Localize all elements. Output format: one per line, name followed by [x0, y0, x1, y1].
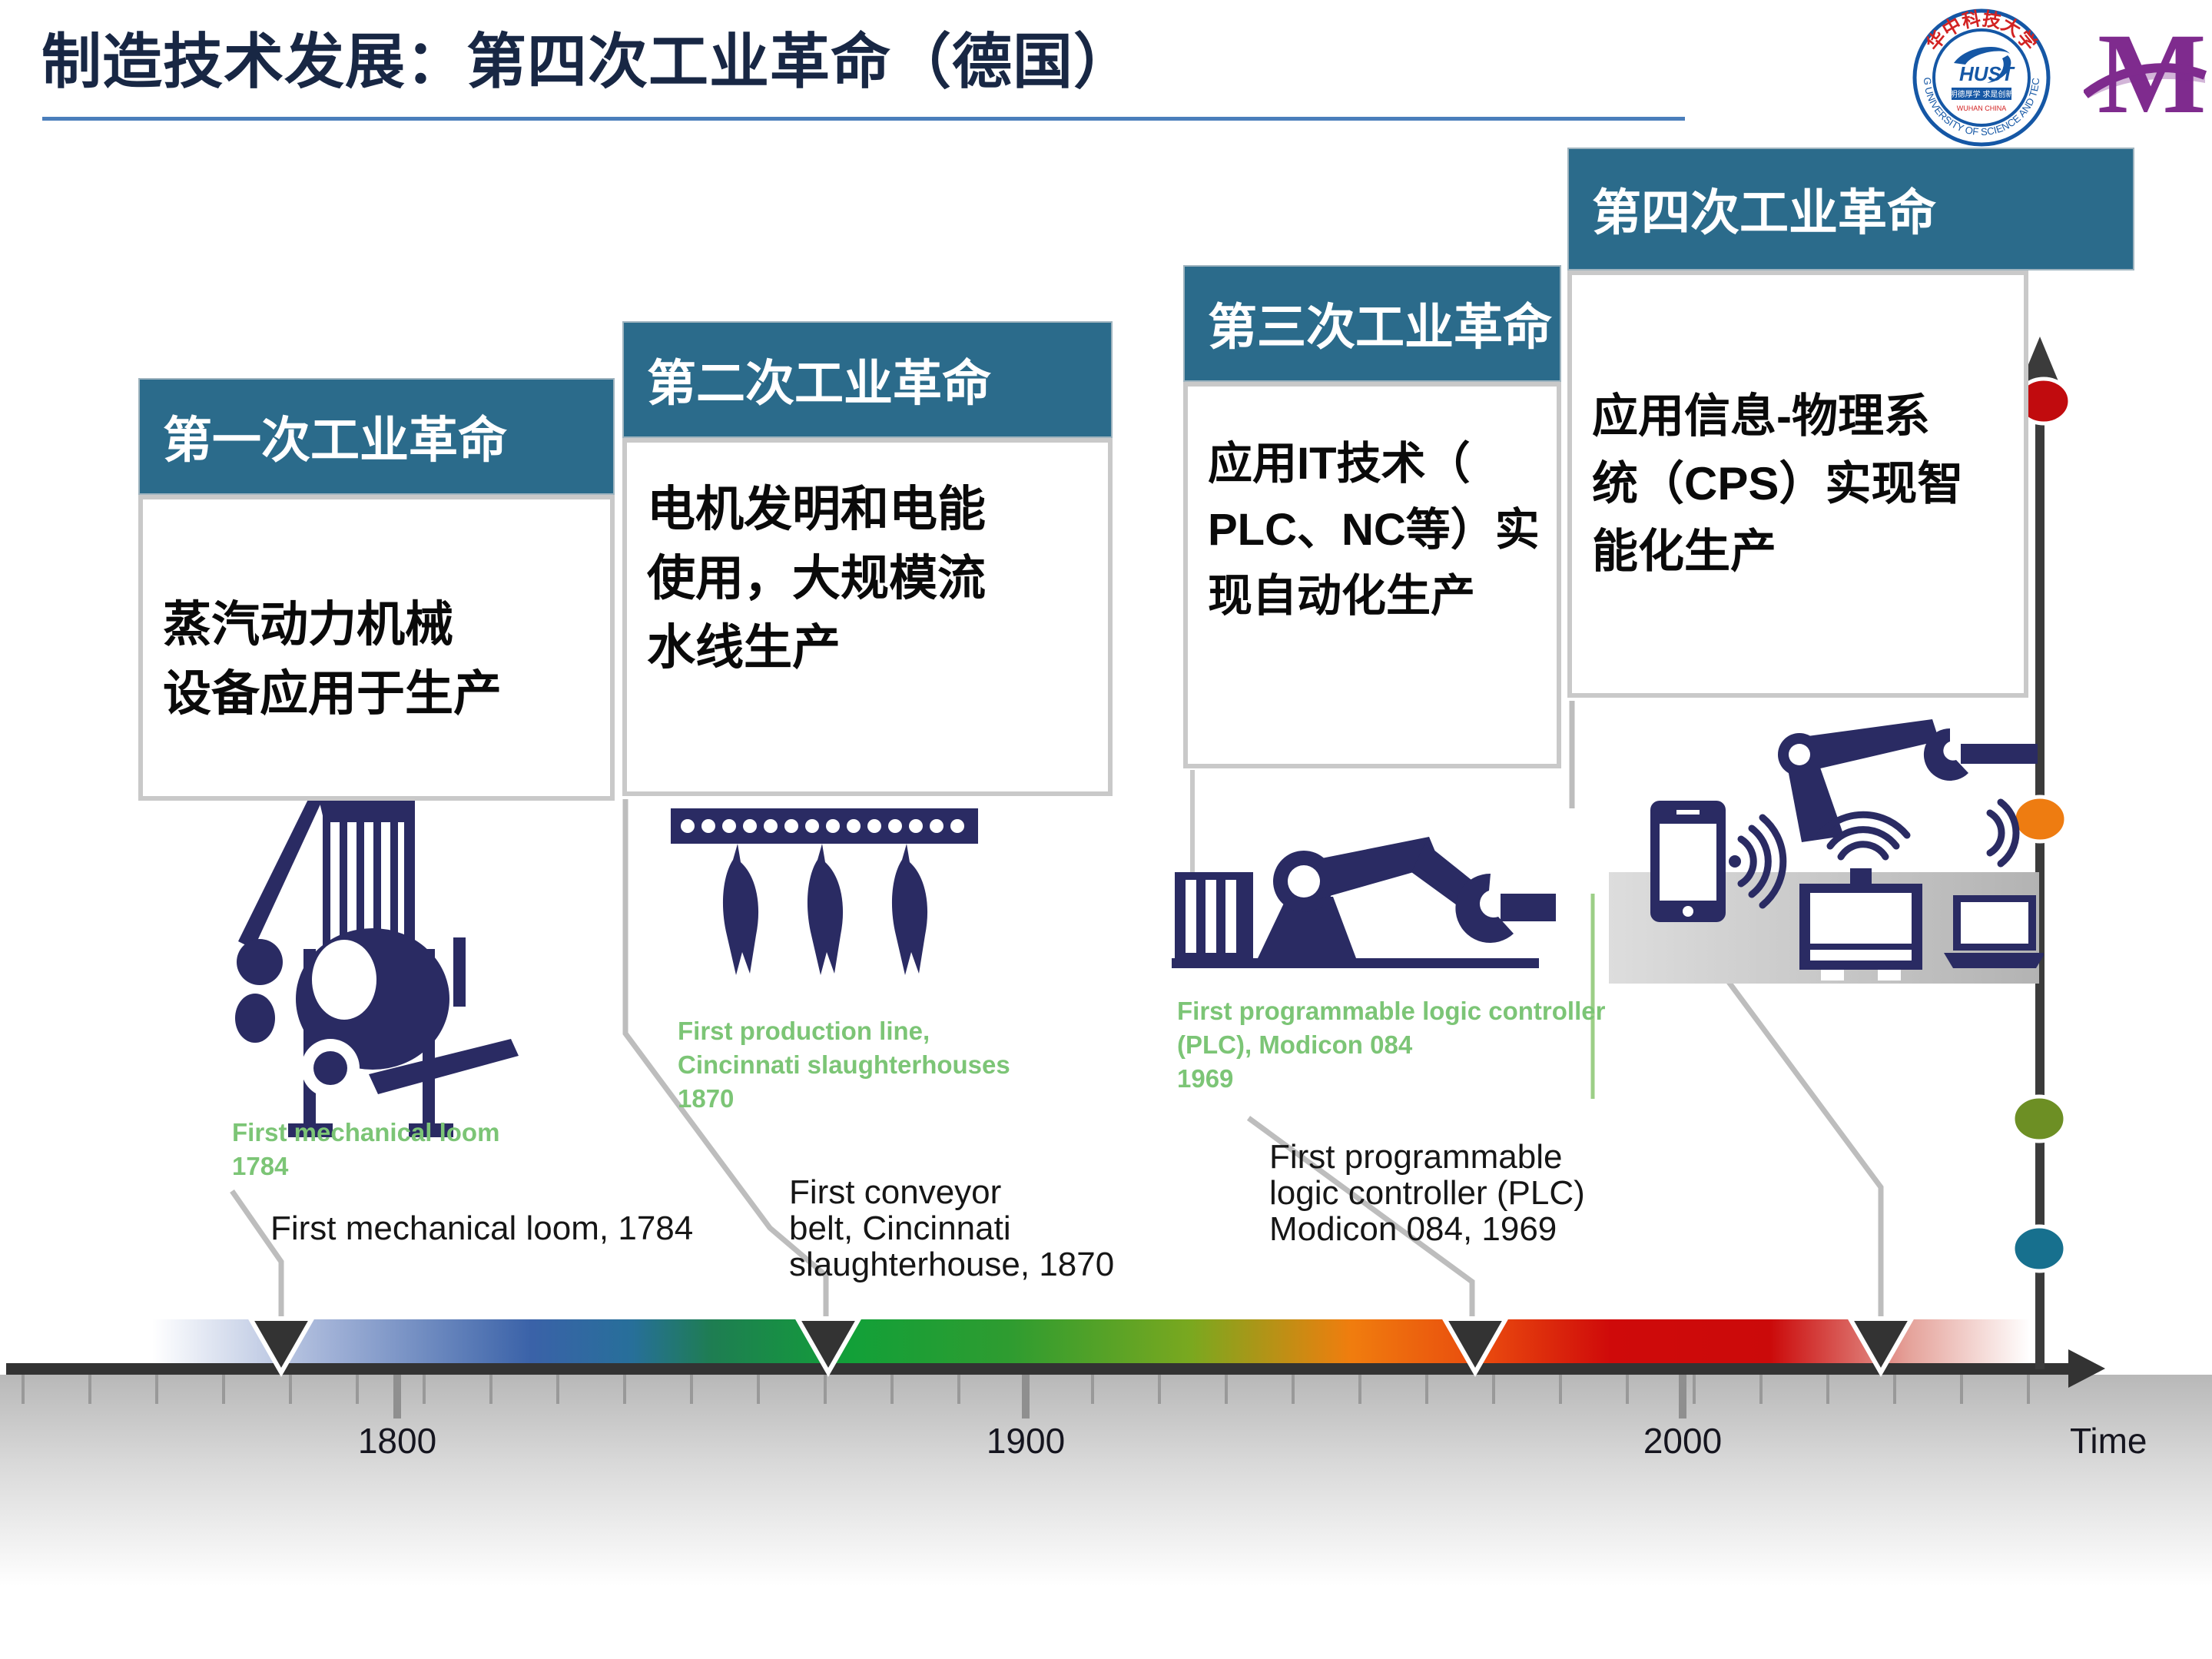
marker-triangle-1870 — [793, 1316, 864, 1378]
callout-line-1969 — [1246, 1116, 1475, 1316]
timeline-axis — [6, 1363, 2068, 1375]
milestone-dot-green — [2011, 1094, 2068, 1143]
revolution1-title: 第一次工业革命 — [163, 413, 507, 468]
minor-tick — [2027, 1375, 2030, 1404]
minor-tick — [957, 1375, 960, 1404]
marker-triangle-industry4 — [1846, 1316, 1916, 1378]
revolution1-text: 蒸汽动力机械 设备应用于生产 — [163, 598, 502, 721]
minor-tick — [1292, 1375, 1295, 1404]
year-label-1900: 1900 — [986, 1421, 1066, 1461]
major-tick-1900 — [1022, 1375, 1030, 1418]
timeline-gradient-band — [92, 1319, 2090, 1365]
axis-arrowhead-icon — [2068, 1349, 2105, 1388]
callout-line-1870 — [622, 799, 829, 1316]
revolution4-body: 应用信息-物理系 统（CPS）实现智 能化生产 — [1567, 270, 2028, 698]
m-logo-icon: M — [2084, 22, 2207, 129]
minor-tick — [824, 1375, 827, 1404]
time-axis-label: Time — [2070, 1421, 2147, 1461]
note-mechanical-loom: First mechanical loom, 1784 — [270, 1209, 694, 1247]
green-note-loom: First mechanical loom 1784 — [232, 1118, 500, 1180]
minor-tick — [1158, 1375, 1161, 1404]
minor-tick — [1492, 1375, 1495, 1404]
revolution2-title: 第二次工业革命 — [647, 356, 991, 411]
note-conveyor-belt: First conveyor belt, Cincinnati slaughte… — [789, 1173, 1115, 1283]
page-title: 制造技术发展：第四次工业革命（德国） — [41, 28, 1135, 95]
wifi-icon — [1737, 814, 1787, 909]
minor-tick — [88, 1375, 91, 1404]
callout-line-1784 — [230, 1190, 284, 1316]
revolution2-text: 电机发明和电能 使用，大规模流 水线生产 — [647, 483, 986, 675]
minor-tick — [22, 1375, 25, 1404]
minor-tick — [489, 1375, 492, 1404]
green-note-plc: First programmable logic controller (PLC… — [1177, 997, 1606, 1093]
minor-tick — [1960, 1375, 1963, 1404]
note-plc-modicon: First programmable logic controller (PLC… — [1269, 1138, 1585, 1248]
year-label-2000: 2000 — [1643, 1421, 1723, 1461]
revolution4-text: 应用信息-物理系 统（CPS）实现智 能化生产 — [1592, 390, 1964, 577]
minor-tick — [623, 1375, 626, 1404]
minor-tick — [1826, 1375, 1829, 1404]
marker-triangle-1784 — [246, 1316, 317, 1378]
revolution3-body: 应用IT技术（ PLC、NC等）实 现自动化生产 — [1183, 382, 1561, 768]
minor-tick — [356, 1375, 359, 1404]
minor-tick — [1693, 1375, 1696, 1404]
minor-tick — [1893, 1375, 1896, 1404]
callout-line-industry4 — [1726, 980, 1884, 1316]
svg-text:WUHAN CHINA: WUHAN CHINA — [1957, 105, 2007, 112]
minor-tick — [1759, 1375, 1763, 1404]
minor-tick — [1358, 1375, 1361, 1404]
minor-tick — [423, 1375, 426, 1404]
laptop-icon — [1944, 895, 2044, 968]
minor-tick — [155, 1375, 158, 1404]
revolution1-header: 第一次工业革命 — [138, 378, 615, 495]
revolution4-header: 第四次工业革命 — [1567, 148, 2134, 270]
revolution4-title: 第四次工业革命 — [1592, 185, 1936, 241]
revolution3-title: 第三次工业革命 — [1208, 300, 1552, 355]
minor-tick — [1559, 1375, 1562, 1404]
minor-tick — [890, 1375, 894, 1404]
slaughterhouse-carcasses-icon — [665, 805, 983, 990]
mechanical-loom-icon — [230, 768, 530, 1145]
wifi-icon — [1986, 798, 2020, 868]
timeline-ground — [0, 1375, 2212, 1598]
major-tick-1800 — [393, 1375, 401, 1418]
green-note-production-line: First production line, Cincinnati slaugh… — [678, 1017, 1010, 1113]
revolution1-body: 蒸汽动力机械 设备应用于生产 — [138, 495, 615, 801]
revolution3-text: 应用IT技术（ PLC、NC等）实 现自动化生产 — [1208, 439, 1540, 621]
milestone-dot-teal — [2011, 1224, 2068, 1273]
revolution2-body: 电机发明和电能 使用，大规模流 水线生产 — [622, 438, 1113, 796]
minor-tick — [1091, 1375, 1094, 1404]
wifi-icon — [1816, 811, 1911, 861]
minor-tick — [757, 1375, 760, 1404]
university-seal-icon: 华中科技大学 HUAZHONG UNIVERSITY OF SCIENCE AN… — [1912, 8, 2051, 148]
smartphone-icon — [1650, 801, 1726, 922]
svg-text:明德厚学 求是创新: 明德厚学 求是创新 — [1950, 89, 2014, 99]
svg-text:HUST: HUST — [1959, 62, 2015, 85]
minor-tick — [1425, 1375, 1428, 1404]
minor-tick — [556, 1375, 559, 1404]
monitor-icon — [1799, 868, 1922, 980]
major-tick-2000 — [1679, 1375, 1686, 1418]
minor-tick — [222, 1375, 225, 1404]
revolution2-header: 第二次工业革命 — [622, 321, 1113, 438]
cyber-physical-devices-icon — [1606, 715, 2044, 991]
minor-tick — [690, 1375, 693, 1404]
plc-robot-arm-icon — [1172, 834, 1556, 984]
minor-tick — [1225, 1375, 1228, 1404]
minor-tick — [1626, 1375, 1629, 1404]
title-divider — [42, 117, 1685, 121]
minor-tick — [289, 1375, 292, 1404]
revolution3-header: 第三次工业革命 — [1183, 265, 1561, 382]
marker-triangle-1969 — [1440, 1316, 1511, 1378]
year-label-1800: 1800 — [357, 1421, 437, 1461]
vertical-arrowhead-icon — [2021, 337, 2058, 381]
